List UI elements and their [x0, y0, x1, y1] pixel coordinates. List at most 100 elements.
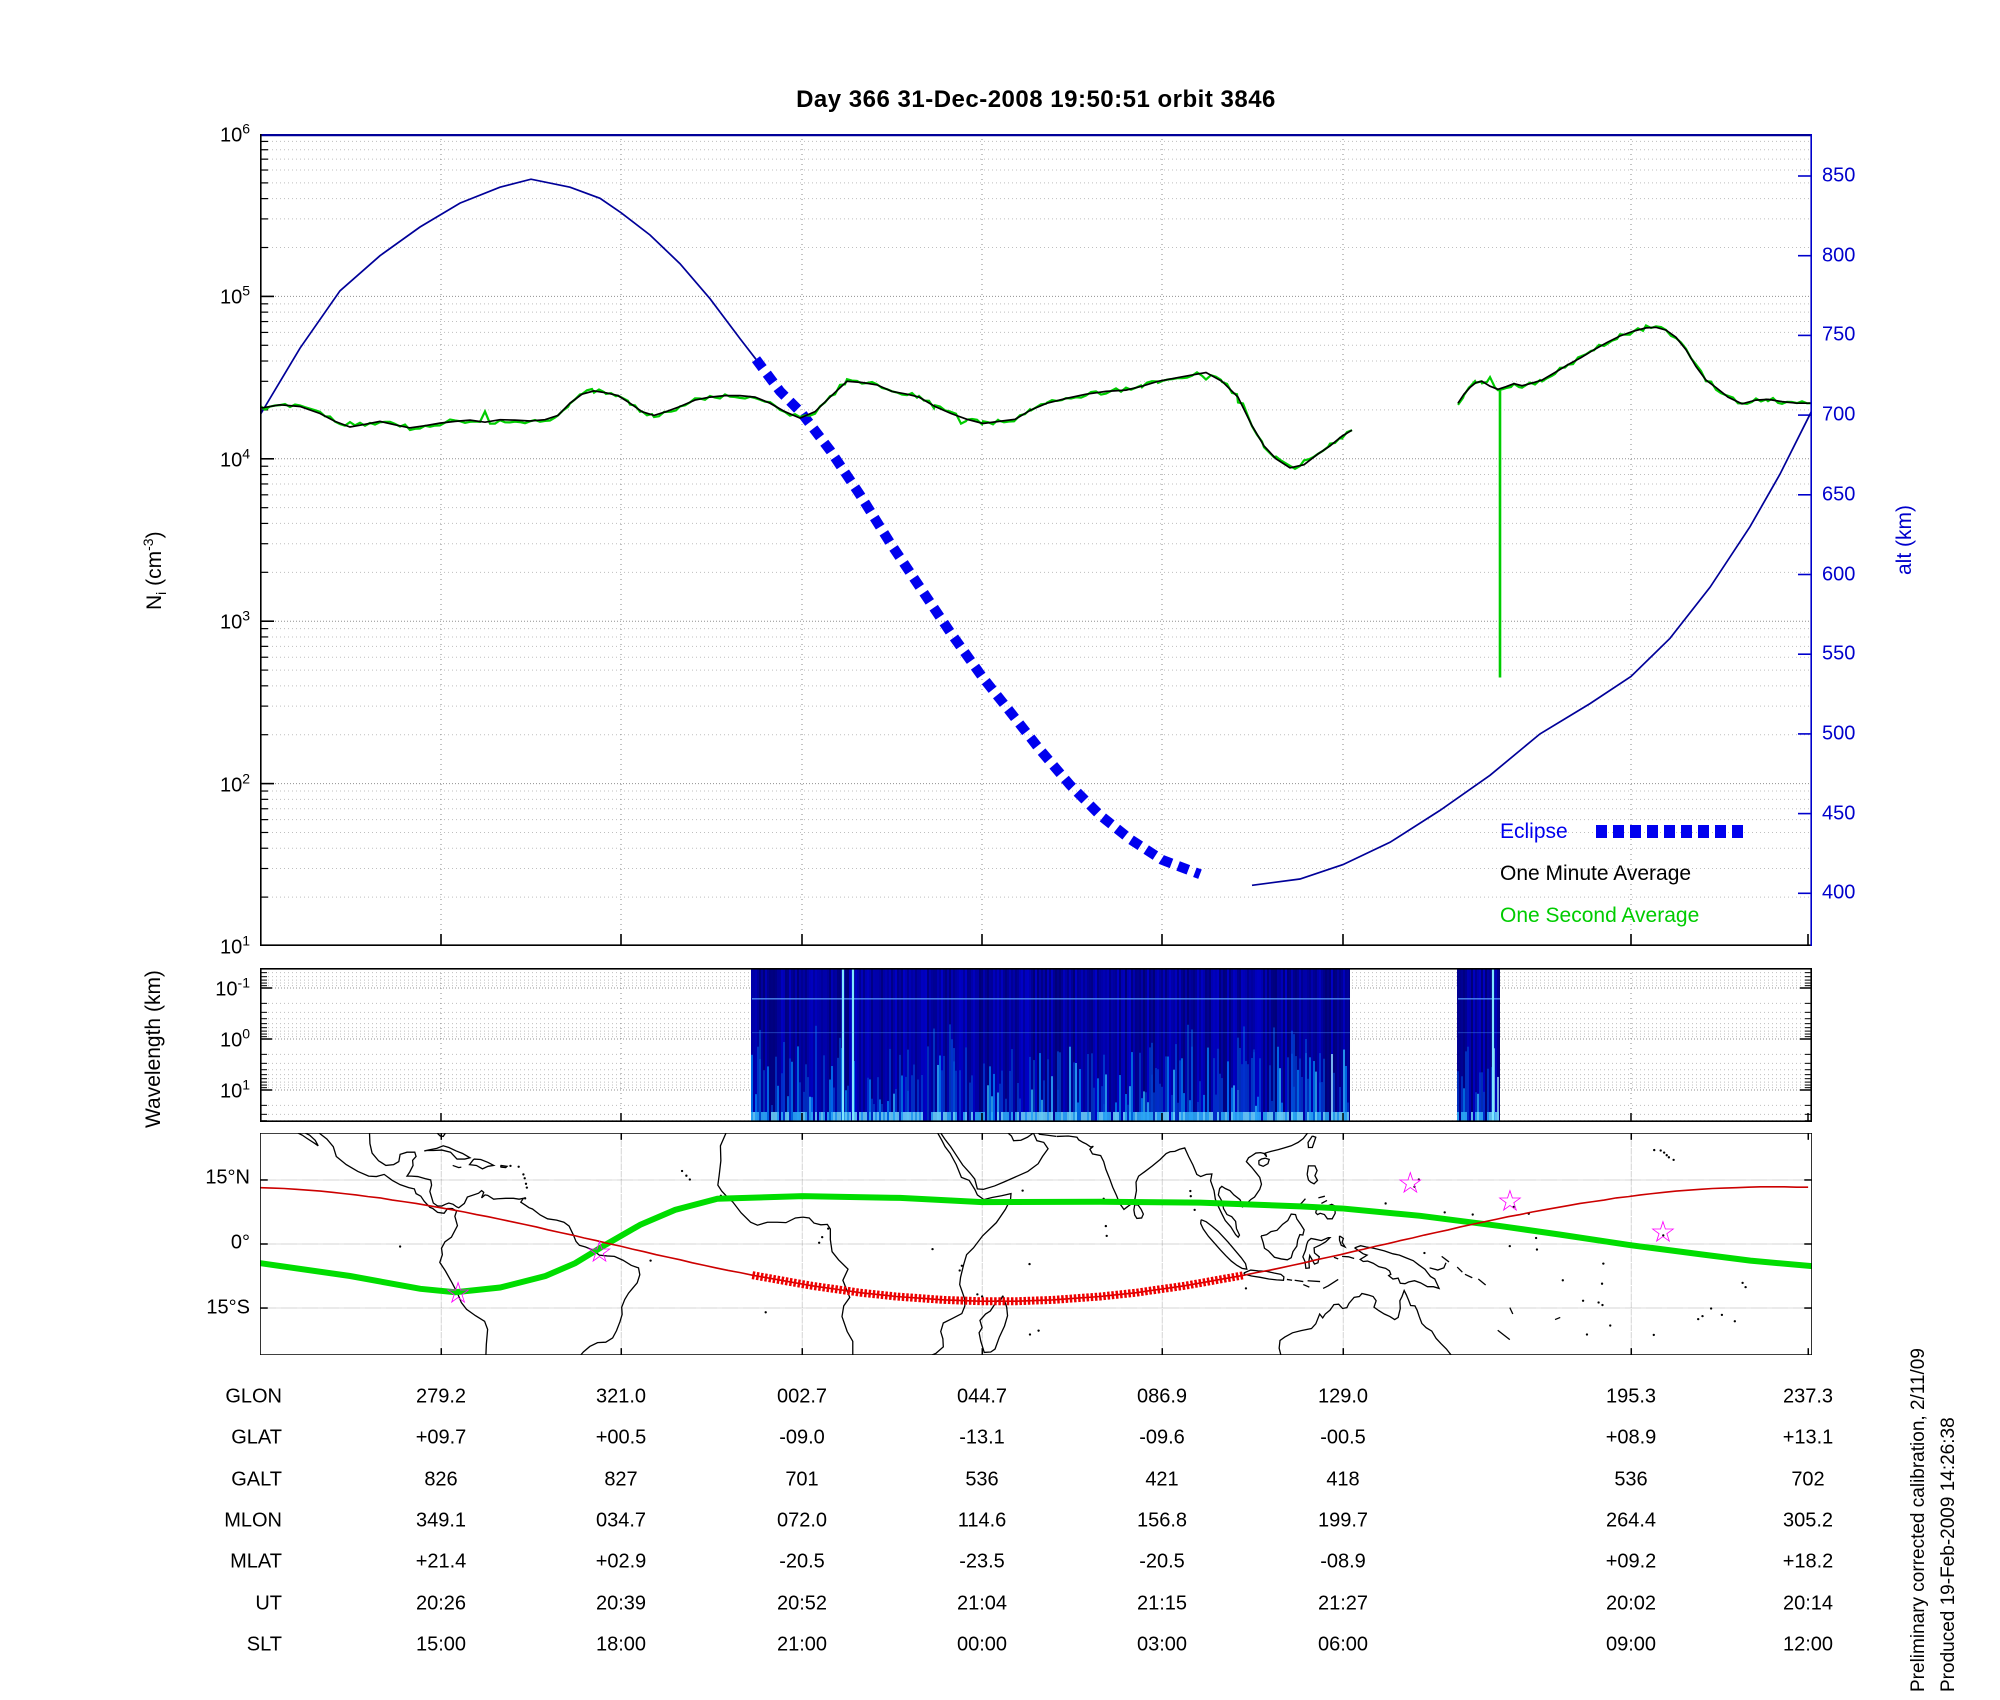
- table-cell: 321.0: [595, 1385, 647, 1408]
- legend-one-minute: One Minute Average: [1500, 862, 1692, 885]
- ground-station-star-icon: ☆: [585, 1236, 613, 1270]
- table-cell: -20.5: [779, 1550, 825, 1573]
- right-axis-tick: 850: [1822, 164, 1856, 187]
- table-cell: 20:02: [1605, 1592, 1657, 1614]
- left-axis-tick: 106: [219, 120, 250, 147]
- left-axis-tick: 104: [219, 445, 250, 472]
- table-cell: 156.8: [1136, 1509, 1188, 1532]
- table-cell: +02.9: [595, 1550, 647, 1573]
- table-cell: 21:15: [1136, 1592, 1188, 1614]
- table-cell: 199.7: [1317, 1509, 1369, 1532]
- map-lat-label-15s: 15°S: [206, 1296, 250, 1319]
- table-cell: +13.1: [1782, 1426, 1834, 1449]
- table-cell: 827: [604, 1468, 638, 1491]
- table-cell: -20.5: [1139, 1550, 1185, 1573]
- table-cell: 20:26: [415, 1592, 467, 1614]
- table-cell: 044.7: [956, 1385, 1008, 1408]
- ground-station-star-icon: ☆: [444, 1276, 472, 1310]
- left-axis-tick: 102: [219, 770, 250, 796]
- table-cell: -13.1: [959, 1426, 1005, 1449]
- map-lat-label-15n: 15°N: [205, 1166, 250, 1189]
- left-axis-tick: 101: [219, 932, 250, 959]
- table-cell: 114.6: [957, 1509, 1007, 1532]
- table-cell: -00.5: [1320, 1426, 1366, 1449]
- table-cell: 826: [424, 1468, 458, 1491]
- table-cell: 279.2: [415, 1385, 467, 1408]
- table-cell: 21:00: [776, 1633, 828, 1656]
- table-row-label: UT: [255, 1592, 282, 1614]
- table-cell: 072.0: [776, 1509, 828, 1532]
- map-lat-label-0: 0°: [230, 1231, 250, 1254]
- left-axis-tick: 105: [219, 283, 250, 309]
- table-cell: 129.0: [1317, 1385, 1369, 1408]
- right-axis-tick: 650: [1822, 483, 1856, 506]
- wavelength-axis-tick: 10-1: [215, 974, 250, 1001]
- wavelength-axis-tick: 101: [219, 1076, 250, 1103]
- table-cell: 21:27: [1317, 1592, 1369, 1614]
- table-cell: 03:00: [1136, 1633, 1188, 1656]
- ground-station-star-icon: ☆: [1649, 1216, 1677, 1250]
- table-cell: 421: [1145, 1468, 1179, 1491]
- left-axis-label: Ni (cm-3): [140, 531, 170, 610]
- table-cell: 701: [785, 1468, 819, 1491]
- table-cell: +09.2: [1605, 1550, 1657, 1573]
- table-cell: 12:00: [1782, 1633, 1834, 1656]
- density-altitude-panel: [260, 134, 1812, 946]
- table-row-label: SLT: [246, 1633, 282, 1656]
- ground-station-star-icon: ☆: [1496, 1184, 1524, 1218]
- right-axis-tick: 600: [1822, 563, 1856, 585]
- table-cell: 20:39: [595, 1592, 647, 1614]
- table-cell: 702: [1791, 1468, 1825, 1491]
- eclipse-dash-sample: [1595, 825, 1746, 838]
- table-cell: 536: [1614, 1468, 1648, 1491]
- table-cell: 264.4: [1605, 1509, 1657, 1532]
- table-row-label: GALT: [231, 1468, 282, 1491]
- wavelength-spectrogram-panel: [260, 968, 1812, 1122]
- table-cell: 305.2: [1782, 1509, 1834, 1532]
- wavelength-axis-tick: 100: [219, 1025, 250, 1052]
- table-cell: 21:04: [956, 1592, 1008, 1614]
- table-cell: +09.7: [415, 1426, 467, 1449]
- table-cell: 086.9: [1136, 1385, 1188, 1408]
- table-cell: -08.9: [1320, 1550, 1366, 1573]
- table-cell: -23.5: [959, 1550, 1005, 1573]
- table-cell: 237.3: [1782, 1385, 1834, 1408]
- table-cell: 195.3: [1605, 1385, 1657, 1408]
- table-cell: 00:00: [956, 1633, 1008, 1656]
- table-cell: 349.1: [415, 1509, 467, 1532]
- right-axis-label: alt (km): [1893, 505, 1916, 575]
- table-cell: -09.6: [1139, 1426, 1185, 1449]
- right-axis-tick: 450: [1822, 802, 1856, 825]
- table-row-label: MLAT: [230, 1550, 282, 1573]
- side-note-produced: Produced 19-Feb-2009 14:26:38: [1938, 1417, 1959, 1692]
- table-cell: 06:00: [1317, 1633, 1369, 1656]
- right-axis-tick: 550: [1822, 642, 1856, 665]
- table-cell: 15:00: [415, 1633, 467, 1656]
- table-cell: 418: [1326, 1468, 1360, 1491]
- table-cell: 09:00: [1605, 1633, 1657, 1656]
- table-cell: +08.9: [1605, 1426, 1657, 1449]
- side-note-calibration: Preliminary corrected calibration, 2/11/…: [1908, 1348, 1929, 1692]
- table-row-label: GLON: [225, 1385, 282, 1408]
- right-axis-tick: 750: [1822, 323, 1856, 346]
- table-row-label: MLON: [224, 1509, 282, 1532]
- table-cell: 536: [965, 1468, 999, 1491]
- table-cell: 20:14: [1782, 1592, 1834, 1614]
- right-axis-tick: 400: [1822, 881, 1856, 904]
- table-cell: -09.0: [779, 1426, 825, 1449]
- legend-one-second: One Second Average: [1500, 904, 1700, 927]
- right-axis-tick: 500: [1822, 722, 1856, 745]
- table-cell: +21.4: [415, 1550, 467, 1573]
- table-cell: 034.7: [595, 1509, 647, 1532]
- table-cell: +00.5: [595, 1426, 647, 1449]
- right-axis-tick: 800: [1822, 244, 1856, 267]
- ground-track-map-panel: [260, 1133, 1812, 1355]
- legend-eclipse: Eclipse: [1500, 820, 1746, 844]
- table-row-label: GLAT: [231, 1426, 282, 1449]
- left-axis-tick: 103: [219, 607, 250, 634]
- page-title: Day 366 31-Dec-2008 19:50:51 orbit 3846: [796, 86, 1276, 113]
- table-cell: 20:52: [776, 1592, 828, 1614]
- table-cell: 18:00: [595, 1633, 647, 1656]
- right-axis-tick: 700: [1822, 403, 1856, 426]
